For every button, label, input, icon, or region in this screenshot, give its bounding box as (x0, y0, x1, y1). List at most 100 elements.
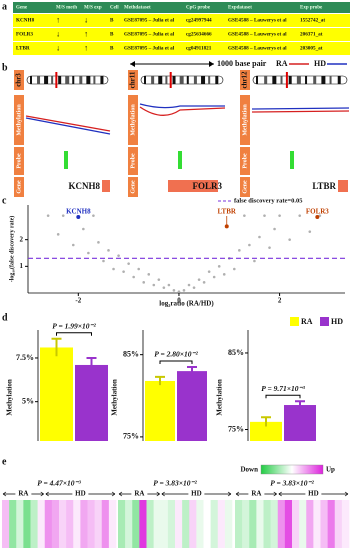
error-bar (155, 375, 165, 386)
point (192, 286, 196, 289)
point (217, 265, 221, 268)
chrom-bar (14, 70, 24, 90)
y-axis-label: Methylation (6, 379, 14, 416)
ideogram-band (179, 76, 184, 84)
heat-cell (23, 500, 31, 548)
heat-cell (94, 500, 103, 548)
ideogram-band (201, 76, 206, 84)
point (172, 289, 176, 292)
heat-cell (235, 500, 243, 548)
chrom-label: chr12 (241, 71, 249, 89)
y-axis-label: Methylation (216, 379, 224, 416)
p-bracket (56, 332, 92, 336)
table-cell: ↓ (56, 43, 60, 52)
track-label-bg (128, 177, 138, 197)
group-label-bg (305, 489, 322, 499)
point (157, 278, 161, 281)
group-label-bg (15, 489, 32, 499)
heat-cell (80, 500, 88, 548)
table-cell: cg04911821 (186, 46, 212, 52)
track-label-bg (240, 147, 250, 175)
ideogram-band (144, 76, 146, 84)
heat-cell (299, 500, 307, 548)
track-label-bg (14, 95, 24, 145)
heat-cell (217, 500, 226, 548)
gene-label: LTBR (312, 181, 336, 191)
point (97, 241, 100, 244)
ideogram-band (86, 76, 91, 84)
legend-label: RA (301, 317, 313, 326)
ideogram-band (208, 76, 211, 84)
ideogram-band (313, 76, 317, 84)
p-value: P = 2.80×10⁻² (154, 350, 198, 359)
heat-cell (66, 500, 74, 548)
table-header: M/S meth (56, 6, 77, 11)
y-tick-label: 75% (123, 432, 139, 441)
table-cell: GSE4588 – Lauwerys et al (228, 32, 287, 38)
p-value: P = 3.83×10⁻² (270, 479, 314, 488)
chrom-label: chr3 (15, 73, 23, 87)
ideogram-band (158, 76, 163, 84)
threshold-label: false discovery rate=0.05 (234, 197, 303, 204)
point (273, 227, 276, 231)
legend-swatch (290, 317, 299, 326)
heat-cell (118, 500, 126, 548)
ideogram-band (30, 76, 32, 84)
table-cell: ↑ (84, 29, 88, 38)
table-cell: 206371_at (300, 32, 323, 38)
panel-label: b (2, 62, 8, 73)
table-row-bg (13, 28, 350, 41)
gene-box (102, 180, 110, 192)
error-bar (187, 366, 197, 376)
legend-label: HD (331, 317, 343, 326)
table-row-bg (13, 14, 350, 27)
group-label: HD (308, 490, 319, 498)
table-header: Gene (16, 6, 28, 11)
heat-cell (108, 500, 117, 548)
scale-label: Down (240, 466, 258, 474)
point (56, 233, 60, 236)
highlight-label: KCNH8 (66, 208, 91, 216)
methylation-curve-ra (25, 115, 111, 132)
group-label: RA (251, 490, 261, 498)
table-cell: ↑ (84, 43, 88, 52)
gene-box (168, 180, 218, 192)
heat-cell (51, 500, 60, 548)
point (233, 267, 236, 271)
point (207, 270, 211, 273)
ideogram-band (329, 76, 332, 84)
ideogram-mark (285, 72, 288, 88)
ideogram-band (58, 76, 62, 84)
heat-cell (270, 500, 279, 548)
heat-cell (132, 500, 140, 548)
track-label-bg (128, 147, 138, 175)
point (268, 246, 271, 249)
group-label: HD (75, 490, 86, 498)
heat-cell (37, 500, 46, 548)
ideogram-band (186, 76, 189, 84)
table-cell: B (110, 18, 114, 24)
bar (75, 364, 108, 441)
table-cell: KCNH8 (16, 18, 35, 24)
point (243, 214, 246, 217)
heat-cell (101, 500, 110, 548)
heat-cell (242, 500, 250, 548)
table-cell: B (110, 46, 114, 52)
track-label: Methylation (130, 104, 136, 136)
table-cell: GSE87095 – Julia et al (124, 32, 175, 38)
point (92, 214, 95, 217)
point (298, 214, 302, 217)
point (238, 249, 241, 252)
heat-cell (16, 500, 24, 548)
highlight-point (76, 215, 81, 219)
track-label: Gene (16, 180, 22, 194)
point (263, 214, 266, 217)
point (162, 286, 166, 289)
group-label: RA (134, 490, 144, 498)
p-value: P = 9.71×10⁻³ (261, 384, 305, 393)
point (117, 254, 120, 257)
error-bar (261, 416, 271, 427)
point (253, 259, 256, 263)
heat-cell (210, 500, 219, 548)
point (71, 243, 75, 247)
